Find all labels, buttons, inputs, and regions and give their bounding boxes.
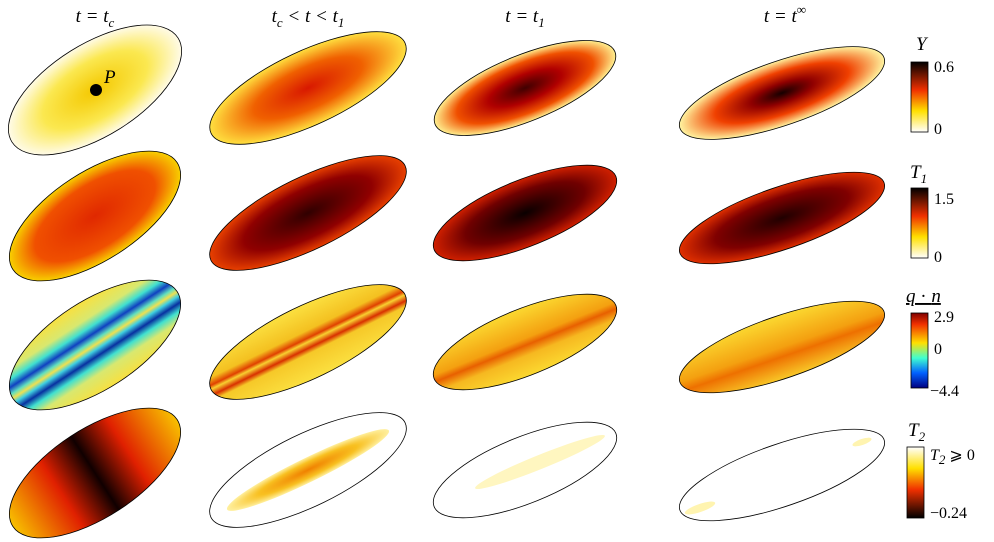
colorbar-label: T1 xyxy=(910,162,927,186)
point-label: P xyxy=(103,67,116,88)
column-title: t = t∞ xyxy=(764,2,806,27)
colorbar xyxy=(910,187,929,259)
colorbar-label: q · n xyxy=(906,286,941,307)
column-title: t = t1 xyxy=(505,6,544,30)
panel xyxy=(678,171,886,265)
colorbar-tick: 0 xyxy=(934,121,942,138)
panel xyxy=(432,164,618,262)
panel-region xyxy=(475,434,605,490)
panel-region xyxy=(852,437,872,447)
panel xyxy=(8,407,182,539)
panel xyxy=(433,40,617,136)
panel xyxy=(432,293,618,391)
panel xyxy=(8,150,182,282)
colorbar-tick: 1.5 xyxy=(934,191,954,208)
colorbar xyxy=(910,61,929,133)
colorbar xyxy=(910,312,929,389)
colorbar-tick: −0.24 xyxy=(930,505,967,522)
panel xyxy=(8,279,182,411)
colorbar-tick: 0 xyxy=(934,249,942,266)
colorbar-tick: 0 xyxy=(934,341,942,358)
colorbar-tick: 0.6 xyxy=(934,59,954,76)
colorbar xyxy=(906,446,925,519)
panel-region xyxy=(226,429,390,511)
column-title: tc < t < t1 xyxy=(272,6,345,30)
column-title: t = tc xyxy=(76,6,115,30)
colorbar-label: T2 xyxy=(908,420,926,444)
panel xyxy=(678,46,886,140)
panel xyxy=(209,284,407,400)
colorbar-label: Y xyxy=(916,34,929,55)
colorbar-tick: −4.4 xyxy=(930,383,959,400)
panel xyxy=(678,300,886,394)
panel xyxy=(678,428,886,522)
panel xyxy=(209,155,407,271)
panel xyxy=(209,31,407,145)
point xyxy=(90,84,102,96)
colorbar-tick: T2 ⩾ 0 xyxy=(930,447,975,467)
panel-region xyxy=(684,501,716,515)
colorbar-tick: 2.9 xyxy=(934,309,954,326)
